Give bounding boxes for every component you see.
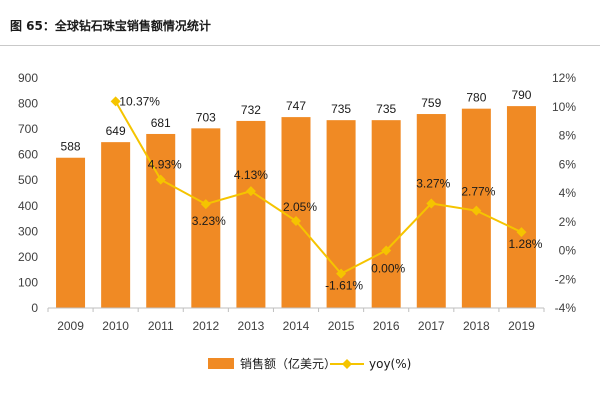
line-layer [110,96,527,279]
axis-layer: 2009 2010 2011 2012 2013 2014 2015 2016 2017 2018… [18,71,576,333]
x-tick-label-2014: 2014 [283,319,310,333]
yoy-value-label-2018: 2.77% [461,185,495,199]
yoy-value-label-2019: 1.28% [508,237,542,251]
bar-value-label-2012: 703 [196,110,216,124]
y-left-tick-label: 500 [18,173,38,187]
bars-layer [56,106,536,309]
x-tick-label-2016: 2016 [373,319,400,333]
y-left-tick-label: 900 [18,71,38,85]
x-tick-label-2010: 2010 [102,319,129,333]
label-layer: 588 649 681 703 732 747 735 735 759 780 790 10.37% 4… [61,88,543,293]
y-left-tick-label: 300 [18,224,38,238]
legend-label-sales: 销售额（亿美元） [240,356,336,371]
legend-swatch-yoy-marker [342,359,352,369]
y-right-tick-label: 10% [552,100,576,114]
bar-2010 [101,142,131,308]
bar-value-label-2010: 649 [106,124,126,138]
bar-2017 [416,114,446,309]
y-left-tick-label: 200 [18,250,38,264]
yoy-marker-2017 [426,198,437,209]
bar-value-label-2018: 780 [466,91,486,105]
yoy-marker-2012 [200,199,211,210]
x-tick-label-2018: 2018 [463,319,490,333]
yoy-marker-2013 [245,186,256,197]
y-right-tick-label: 12% [552,71,576,85]
yoy-value-label-2017: 3.27% [416,176,450,190]
bar-value-label-2019: 790 [511,88,531,102]
legend: 销售额（亿美元） yoy(%) [208,356,411,371]
x-tick-label-2012: 2012 [192,319,219,333]
yoy-marker-2010 [110,96,121,107]
yoy-value-label-2010: 10.37% [119,94,160,108]
yoy-marker-2011 [155,174,166,185]
yoy-marker-2015 [336,268,347,279]
yoy-value-label-2013: 4.13% [234,168,268,182]
yoy-line [114,100,522,275]
title-divider [0,45,600,46]
yoy-value-label-2015: -1.61% [325,279,363,293]
x-tick-label-2009: 2009 [57,319,84,333]
yoy-value-label-2014: 2.05% [283,200,317,214]
x-tick-label-2011: 2011 [148,319,174,333]
bar-2012 [191,128,221,308]
y-right-tick-label: 2% [559,215,577,229]
y-right-tick-label: 6% [559,157,577,171]
y-left-tick-label: 0 [31,301,38,315]
bar-value-label-2014: 747 [286,99,306,113]
y-right-tick-label: 4% [559,186,577,200]
bar-value-label-2015: 735 [331,102,351,116]
chart-title: 图 65：全球钻石珠宝销售额情况统计 [10,19,211,33]
x-tick-label-2013: 2013 [238,319,265,333]
legend-swatch-sales [208,358,234,369]
x-tick-label-2015: 2015 [328,319,355,333]
yoy-value-label-2016: 0.00% [371,262,405,276]
yoy-marker-2014 [291,216,301,227]
yoy-marker-2018 [471,205,482,216]
bar-value-label-2011: 681 [151,116,171,130]
bar-value-label-2013: 732 [241,103,261,117]
yoy-value-label-2012: 3.23% [192,214,226,228]
y-left-tick-label: 100 [18,275,38,289]
y-right-tick-label: 0% [559,244,577,258]
y-left-tick-label: 600 [18,148,38,162]
y-right-tick-label: -2% [555,272,577,286]
y-left-tick-label: 700 [18,122,38,136]
y-left-tick-label: 800 [18,97,38,111]
bar-2019 [506,106,536,308]
legend-label-yoy: yoy(%) [369,357,411,371]
y-right-tick-label: 8% [559,129,577,143]
bar-value-label-2009: 588 [61,140,81,154]
x-tick-label-2017: 2017 [418,319,445,333]
x-tick-label-2019: 2019 [508,319,535,333]
bar-2009 [56,157,86,308]
yoy-marker-2016 [381,245,392,256]
yoy-marker-2019 [516,227,527,238]
bar-2016 [371,120,401,309]
bar-value-label-2016: 735 [376,102,396,116]
yoy-value-label-2011: 4.93% [148,158,182,172]
y-left-tick-label: 400 [18,199,38,213]
y-right-tick-label: -4% [555,301,577,315]
bar-value-label-2017: 759 [421,96,441,110]
bar-2013 [236,120,266,308]
bar-2014 [281,117,311,308]
